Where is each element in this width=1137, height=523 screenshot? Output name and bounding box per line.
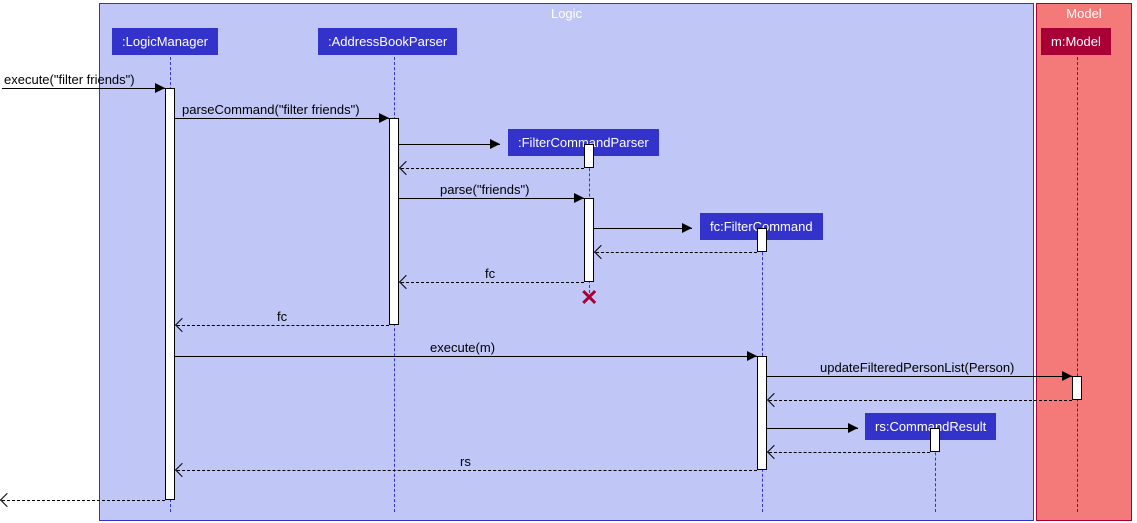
- message-arrowhead-m16: [0, 493, 14, 507]
- message-line-m1: [2, 88, 165, 89]
- participant-model: m:Model: [1041, 28, 1111, 55]
- message-label-m15: rs: [460, 454, 471, 469]
- message-line-m8: [401, 282, 584, 283]
- message-line-m11: [767, 376, 1072, 377]
- logic-frame: Logic: [99, 3, 1034, 521]
- message-line-m16: [2, 500, 165, 501]
- message-label-m5: parse("friends"): [440, 182, 529, 197]
- activation-fcp-2: [584, 198, 594, 282]
- message-label-m11: updateFilteredPersonList(Person): [820, 360, 1014, 375]
- participant-addressbook-parser: :AddressBookParser: [318, 28, 457, 55]
- model-frame: Model: [1036, 3, 1132, 521]
- message-arrowhead-m1: [155, 83, 165, 93]
- message-arrowhead-m3: [490, 139, 500, 149]
- message-line-m9: [177, 325, 389, 326]
- message-line-m3: [399, 144, 500, 145]
- activation-rs: [930, 428, 940, 452]
- message-line-m2: [175, 118, 389, 119]
- message-line-m13: [767, 428, 858, 429]
- message-label-m2: parseCommand("filter friends"): [182, 102, 360, 117]
- message-line-m4: [401, 168, 584, 169]
- message-line-m10: [175, 356, 757, 357]
- message-line-m5: [399, 198, 584, 199]
- message-line-m15: [177, 470, 757, 471]
- lifeline-model: [1077, 52, 1078, 512]
- message-arrowhead-m6: [682, 223, 692, 233]
- message-label-m10: execute(m): [430, 340, 495, 355]
- activation-logic-manager: [165, 88, 175, 500]
- message-label-m9: fc: [277, 309, 287, 324]
- logic-frame-label: Logic: [545, 4, 588, 23]
- message-line-m12: [769, 400, 1072, 401]
- message-arrowhead-m13: [848, 423, 858, 433]
- model-frame-label: Model: [1060, 4, 1107, 23]
- activation-parser: [389, 118, 399, 325]
- message-arrowhead-m5: [574, 193, 584, 203]
- activation-fcp-1: [584, 144, 594, 168]
- message-label-m8: fc: [485, 266, 495, 281]
- message-line-m14: [769, 452, 930, 453]
- participant-logic-manager: :LogicManager: [112, 28, 218, 55]
- message-arrowhead-m11: [1062, 371, 1072, 381]
- activation-model: [1072, 376, 1082, 400]
- activation-fc-1: [757, 228, 767, 252]
- message-label-m1: execute("filter friends"): [4, 72, 135, 87]
- activation-fc-2: [757, 356, 767, 470]
- message-arrowhead-m2: [379, 113, 389, 123]
- destroy-icon: ✕: [580, 285, 598, 311]
- message-line-m6: [594, 228, 692, 229]
- message-line-m7: [596, 252, 757, 253]
- message-arrowhead-m10: [747, 351, 757, 361]
